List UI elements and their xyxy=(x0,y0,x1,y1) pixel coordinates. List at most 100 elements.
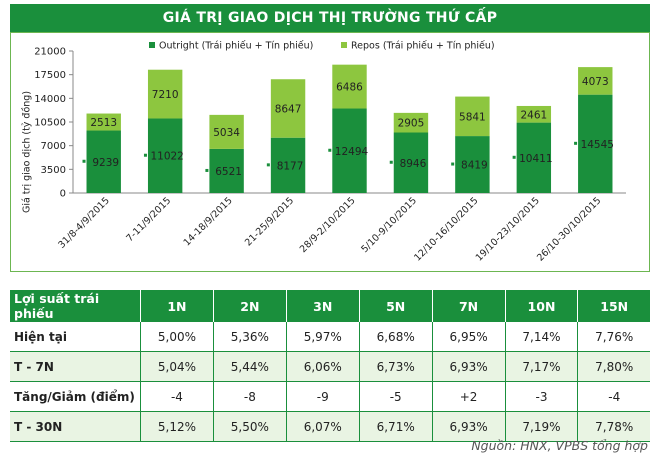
outright-marker xyxy=(574,141,578,145)
repos-value-label: 5034 xyxy=(213,127,240,139)
repos-value-label: 5841 xyxy=(459,111,486,123)
table-header-tenor: 3N xyxy=(286,290,360,322)
repos-value-label: 2513 xyxy=(90,117,117,129)
table-row: Tăng/Giảm (điểm) -4 -8 -9 -5 +2 -3 -4 xyxy=(10,381,650,412)
x-tick-label: 26/10-30/10/2015 xyxy=(535,195,603,263)
table-cell: 5,36% xyxy=(213,322,287,352)
bar-repos xyxy=(455,96,490,137)
table-row: Hiện tại 5,00% 5,36% 5,97% 6,68% 6,95% 7,14% 7,… xyxy=(10,322,650,352)
table-cell: 6,95% xyxy=(432,322,506,352)
bar-repos xyxy=(516,105,552,123)
source-note: Nguồn: HNX, VPBS tổng hợp xyxy=(471,438,648,453)
table-row: T - 30N 5,12% 5,50% 6,07% 6,71% 6,93% 7,19% 7,7… xyxy=(10,411,650,442)
table-cell: 6,71% xyxy=(359,411,433,442)
bar-repos xyxy=(147,69,183,119)
bar-repos xyxy=(393,112,429,133)
row-label: T - 30N xyxy=(10,411,141,442)
repos-value-label: 8647 xyxy=(275,103,302,115)
table-header-tenor: 1N xyxy=(140,290,214,322)
legend-label-repos: Repos (Trái phiếu + Tín phiếu) xyxy=(351,41,495,52)
repos-value-label: 6486 xyxy=(336,82,363,94)
table-cell: 5,44% xyxy=(213,351,287,382)
table-cell: 6,68% xyxy=(359,322,433,352)
repos-value-label: 2905 xyxy=(398,118,425,130)
bar-outright xyxy=(332,108,367,193)
outright-marker xyxy=(389,160,393,164)
y-tick-label: 14000 xyxy=(34,94,66,105)
bar-repos xyxy=(270,79,306,138)
outright-value-label: 9239 xyxy=(92,157,119,169)
repos-value-label: 7210 xyxy=(152,89,179,101)
table-header-tenor: 15N xyxy=(577,290,650,322)
table-header-tenor: 5N xyxy=(359,290,433,322)
table-cell: -8 xyxy=(213,381,287,412)
outright-value-label: 8419 xyxy=(461,160,488,172)
outright-value-label: 8177 xyxy=(277,160,304,172)
bar-outright xyxy=(86,130,121,193)
table-cell: -4 xyxy=(577,381,650,412)
x-tick-label: 19/10-23/10/2015 xyxy=(474,195,542,263)
y-tick-label: 0 xyxy=(60,189,66,200)
table-cell: 5,00% xyxy=(140,322,214,352)
outright-value-label: 14545 xyxy=(581,139,614,151)
bar-outright xyxy=(270,137,306,193)
table-cell: 5,50% xyxy=(213,411,287,442)
outright-marker xyxy=(328,148,332,152)
table-cell: 7,19% xyxy=(505,411,579,442)
x-tick-label: 31/8-4/9/2015 xyxy=(56,195,111,250)
table-cell: -4 xyxy=(140,381,214,412)
row-label: Hiện tại xyxy=(10,322,141,352)
table-cell: -5 xyxy=(359,381,433,412)
x-tick-label: 28/9-2/10/2015 xyxy=(298,195,358,255)
outright-marker xyxy=(205,168,209,172)
stacked-bar-chart: 0 3500 7000 10500 14000 17500 21000 Outright (T… xyxy=(34,41,626,264)
outright-value-label: 11022 xyxy=(150,151,183,163)
outright-marker xyxy=(266,163,270,167)
table-row: T - 7N 5,04% 5,44% 6,06% 6,73% 6,93% 7,17% 7,80… xyxy=(10,351,650,382)
table-cell: 5,97% xyxy=(286,322,360,352)
table-cell: -3 xyxy=(505,381,579,412)
bar-repos xyxy=(86,113,121,131)
outright-value-label: 6521 xyxy=(215,166,242,178)
outright-marker xyxy=(143,153,147,157)
table-cell: +2 xyxy=(432,381,506,412)
x-tick-label: 12/10-16/10/2015 xyxy=(412,195,480,263)
table-cell: 7,14% xyxy=(505,322,579,352)
table-cell: 6,93% xyxy=(432,351,506,382)
bar-outright xyxy=(393,132,429,193)
outright-marker xyxy=(451,162,455,166)
x-tick-label: 7-11/9/2015 xyxy=(124,195,173,244)
bar-outright xyxy=(209,148,244,193)
bar-outright xyxy=(516,122,552,193)
bar-outright xyxy=(147,118,183,193)
table-cell: 7,78% xyxy=(577,411,650,442)
table-cell: 7,76% xyxy=(577,322,650,352)
table-cell: 5,12% xyxy=(140,411,214,442)
outright-value-label: 12494 xyxy=(335,146,369,158)
repos-value-label: 2461 xyxy=(520,109,547,121)
outright-value-label: 8946 xyxy=(400,158,427,170)
legend-swatch-repos xyxy=(341,42,347,48)
table-header-tenor: 10N xyxy=(505,290,579,322)
outright-marker xyxy=(82,159,86,163)
bar-repos xyxy=(209,114,244,149)
table-cell: 5,04% xyxy=(140,351,214,382)
table-header-tenor: 2N xyxy=(213,290,287,322)
table-cell: 6,06% xyxy=(286,351,360,382)
legend-swatch-outright xyxy=(149,42,155,48)
y-tick-label: 17500 xyxy=(34,70,66,81)
y-tick-label: 3500 xyxy=(41,165,66,176)
bond-yield-table: Lợi suất trái phiếu 1N 2N 3N 5N 7N 10N 15N Hiện… xyxy=(10,290,650,442)
bar-outright xyxy=(578,94,613,193)
table-cell: 6,73% xyxy=(359,351,433,382)
table-body: Hiện tại 5,00% 5,36% 5,97% 6,68% 6,95% 7,14% 7,… xyxy=(10,322,650,442)
y-tick-label: 10500 xyxy=(34,118,66,129)
chart-panel: Giá trị giao dịch (tỷ đồng) 0 3500 7000 105… xyxy=(10,32,650,272)
x-tick-label: 5/10-9/10/2015 xyxy=(359,195,419,255)
repos-value-label: 4073 xyxy=(582,76,609,88)
table-cell: 6,93% xyxy=(432,411,506,442)
outright-value-label: 10411 xyxy=(519,153,552,165)
bar-repos xyxy=(332,64,367,109)
x-tick-label: 21-25/9/2015 xyxy=(243,195,296,248)
table-header-label: Lợi suất trái phiếu xyxy=(10,290,141,322)
